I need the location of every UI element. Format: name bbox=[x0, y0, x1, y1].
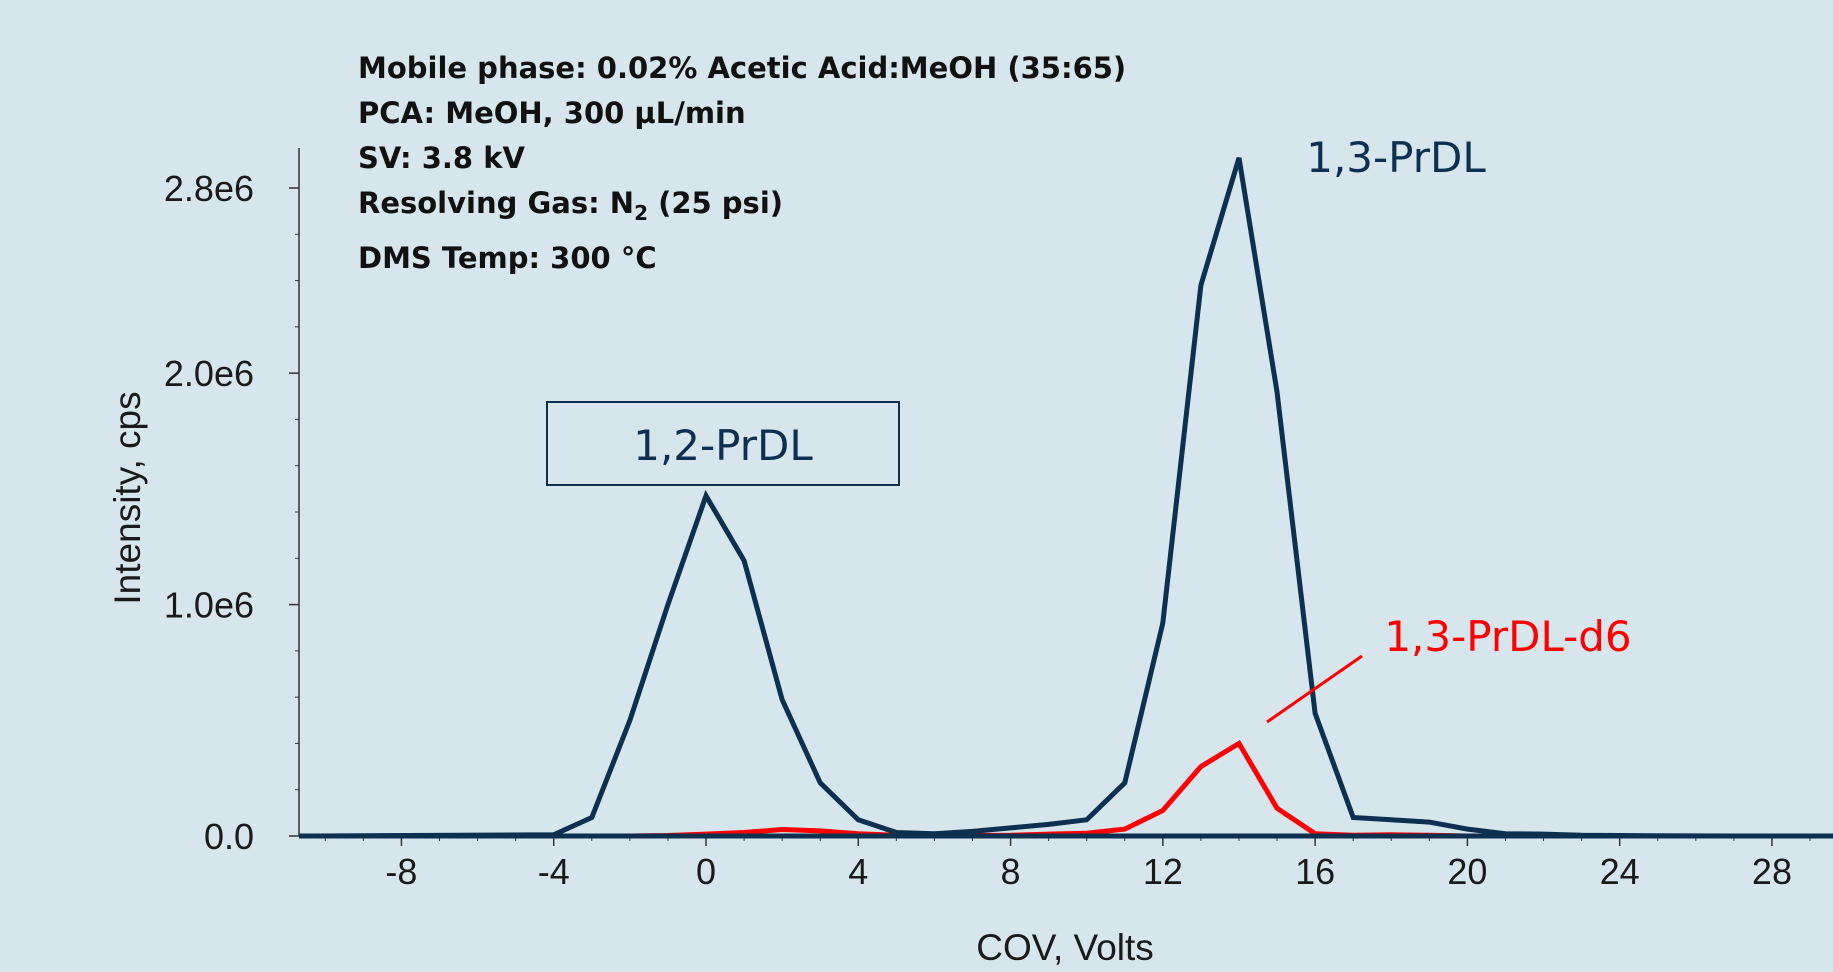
peak-label-box bbox=[546, 401, 900, 486]
conditions-text: Mobile phase: 0.02% Acetic Acid:MeOH (35… bbox=[358, 46, 1126, 281]
peak-label-12-prdl: 1,2-PrDL bbox=[633, 421, 813, 470]
x-tick-label: 12 bbox=[1143, 851, 1183, 892]
y-axis-title: Intensity, cps bbox=[107, 391, 148, 604]
y-tick-label: 1.0e6 bbox=[164, 585, 254, 626]
x-tick-label: -4 bbox=[538, 851, 570, 892]
dms-temp-line: DMS Temp: 300 °C bbox=[358, 240, 657, 275]
x-tick-label: 8 bbox=[1001, 851, 1021, 892]
peak-label-13-prdl-d6: 1,3-PrDL-d6 bbox=[1384, 612, 1631, 661]
x-tick-label: 4 bbox=[848, 851, 868, 892]
x-tick-label: 0 bbox=[696, 851, 716, 892]
y-tick-label: 2.0e6 bbox=[164, 353, 254, 394]
resolving-gas-suffix: (25 psi) bbox=[648, 186, 784, 220]
series-line-prdl bbox=[313, 157, 1830, 839]
resolving-gas-prefix: Resolving Gas: N bbox=[358, 186, 635, 220]
y-tick-label: 0.0 bbox=[204, 816, 254, 857]
sv-line: SV: 3.8 kV bbox=[358, 141, 525, 175]
resolving-gas-subscript: 2 bbox=[634, 200, 648, 225]
x-tick-label: 24 bbox=[1600, 851, 1640, 892]
x-tick-label: 20 bbox=[1447, 851, 1487, 892]
peak-label-13-prdl: 1,3-PrDL bbox=[1306, 133, 1486, 182]
resolving-gas-line: Resolving Gas: N2 (25 psi) bbox=[358, 181, 1126, 236]
mobile-phase-line: Mobile phase: 0.02% Acetic Acid:MeOH (35… bbox=[358, 51, 1127, 85]
x-tick-label: 28 bbox=[1752, 851, 1792, 892]
pca-line: PCA: MeOH, 300 µL/min bbox=[358, 96, 746, 130]
x-tick-label: -8 bbox=[385, 851, 417, 892]
x-axis-title: COV, Volts bbox=[976, 927, 1154, 968]
x-tick-label: 16 bbox=[1295, 851, 1335, 892]
peak-label-leader-line bbox=[1266, 654, 1363, 724]
y-tick-label: 2.8e6 bbox=[164, 168, 254, 209]
